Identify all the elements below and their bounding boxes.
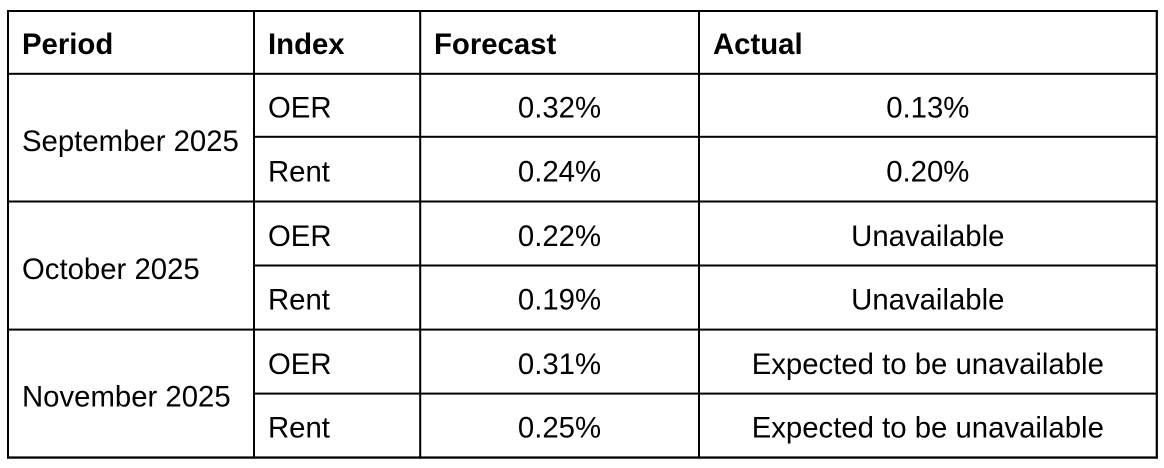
svg-text:0.31%: 0.31% bbox=[518, 348, 601, 381]
svg-text:0.25%: 0.25% bbox=[518, 411, 601, 444]
svg-text:Expected to be unavailable: Expected to be unavailable bbox=[752, 348, 1104, 381]
svg-text:OER: OER bbox=[268, 348, 332, 381]
svg-text:October 2025: October 2025 bbox=[22, 253, 200, 286]
svg-text:Period: Period bbox=[22, 28, 113, 61]
svg-text:Rent: Rent bbox=[268, 156, 330, 189]
svg-text:Rent: Rent bbox=[268, 284, 330, 317]
svg-text:Rent: Rent bbox=[268, 411, 330, 444]
svg-text:September 2025: September 2025 bbox=[22, 125, 239, 158]
svg-text:Unavailable: Unavailable bbox=[851, 284, 1004, 317]
svg-text:Unavailable: Unavailable bbox=[851, 220, 1004, 253]
svg-text:0.13%: 0.13% bbox=[886, 92, 969, 125]
svg-text:Expected to be unavailable: Expected to be unavailable bbox=[752, 411, 1104, 444]
svg-text:0.20%: 0.20% bbox=[886, 156, 969, 189]
svg-text:Actual: Actual bbox=[713, 28, 803, 61]
svg-text:Index: Index bbox=[268, 28, 345, 61]
svg-text:November 2025: November 2025 bbox=[22, 380, 231, 413]
svg-text:0.19%: 0.19% bbox=[518, 284, 601, 317]
svg-text:OER: OER bbox=[268, 220, 332, 253]
svg-text:0.24%: 0.24% bbox=[518, 156, 601, 189]
svg-text:0.32%: 0.32% bbox=[518, 92, 601, 125]
svg-text:OER: OER bbox=[268, 92, 332, 125]
svg-text:Forecast: Forecast bbox=[434, 28, 556, 61]
svg-text:0.22%: 0.22% bbox=[518, 220, 601, 253]
